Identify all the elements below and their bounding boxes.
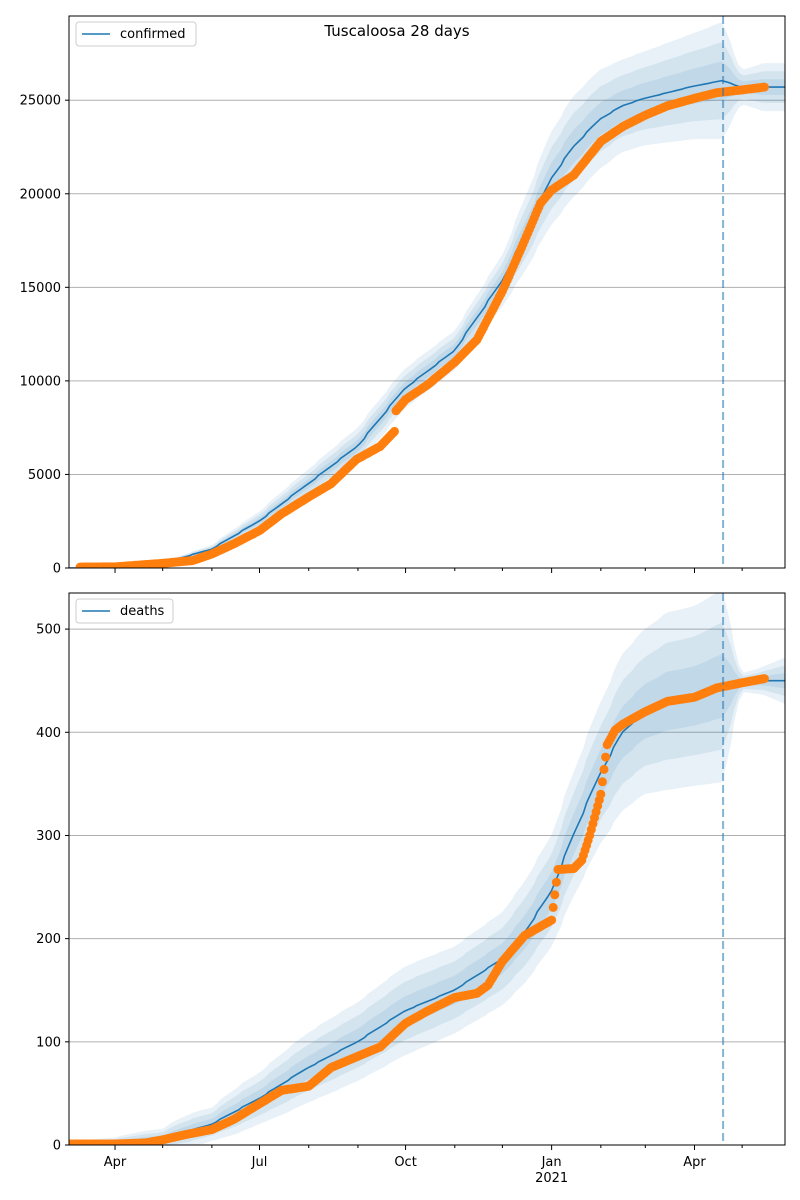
y-tick-label: 15000 (20, 281, 61, 296)
y-tick-label: 100 (36, 1035, 61, 1050)
data-point (759, 82, 769, 92)
legend-label-deaths: deaths (120, 604, 165, 619)
data-point (547, 915, 557, 925)
data-point (551, 877, 561, 887)
chart-title: Tuscaloosa 28 days (323, 22, 469, 40)
confirmed-y-axis: 0 5000 10000 15000 20000 25000 (20, 94, 69, 577)
confirmed-observed-points (75, 82, 769, 568)
y-tick-label: 400 (36, 726, 61, 741)
legend-label-confirmed: confirmed (120, 27, 186, 42)
legend-box (75, 21, 197, 47)
y-tick-label: 10000 (20, 374, 61, 389)
uncertainty-band (69, 593, 785, 1145)
x-tick-label: Apr (104, 1155, 127, 1170)
uncertainty-band (69, 654, 785, 1145)
deaths-y-axis: 0 100 200 300 400 500 (36, 623, 69, 1154)
y-tick-label: 0 (53, 1139, 61, 1154)
deaths-observed-points (69, 674, 769, 1145)
y-tick-label: 0 (53, 562, 61, 577)
deaths-axes-frame (68, 592, 786, 1146)
deaths-x-axis: Apr Jul Oct Jan Apr (104, 1145, 743, 1170)
deaths-legend: deaths (75, 598, 174, 624)
data-point (548, 902, 558, 912)
data-point (597, 777, 607, 787)
x-tick-label: Apr (683, 1155, 706, 1170)
y-tick-label: 25000 (20, 94, 61, 109)
x-tick-label: Oct (394, 1155, 416, 1170)
confirmed-chart-panel: 0 5000 10000 15000 20000 25000 Tuscaloosa 28 … (20, 15, 786, 577)
legend-box (75, 598, 174, 624)
confirmed-legend: confirmed (75, 21, 197, 47)
y-tick-label: 500 (36, 623, 61, 638)
data-point (599, 764, 609, 774)
confirmed-model-line (69, 79, 785, 568)
data-point (390, 426, 399, 436)
uncertainty-band (69, 22, 785, 568)
data-point (759, 674, 769, 684)
y-tick-label: 20000 (20, 187, 61, 202)
y-tick-label: 200 (36, 932, 61, 947)
x-tick-label: Jul (251, 1155, 268, 1170)
data-point (550, 890, 560, 900)
data-point (596, 789, 606, 799)
y-tick-label: 5000 (28, 468, 61, 483)
confirmed-axes-frame (68, 15, 786, 569)
y-tick-label: 300 (36, 829, 61, 844)
x-axis-year-label: 2021 (535, 1171, 568, 1186)
data-point (601, 752, 611, 762)
x-tick-label: Jan (541, 1155, 562, 1170)
